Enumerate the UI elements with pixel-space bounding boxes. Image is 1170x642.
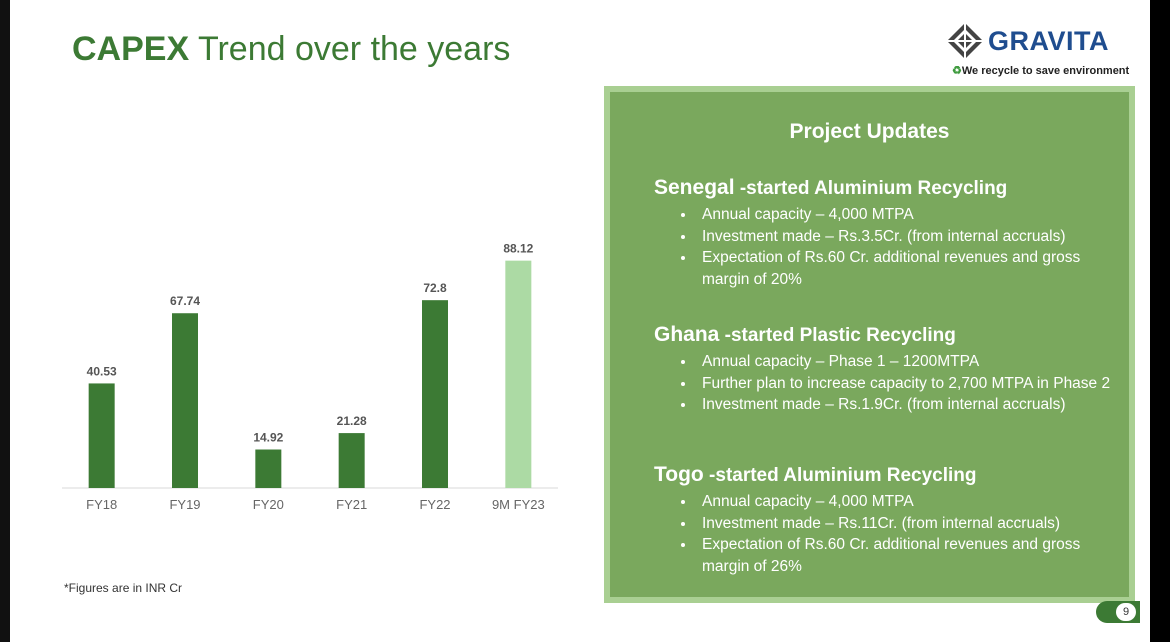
panel-title: Project Updates [789, 120, 950, 143]
logo-name: GRAVITA [988, 26, 1109, 56]
bar [255, 449, 282, 488]
diamond-logo-icon [947, 23, 983, 59]
x-tick-label: FY21 [336, 497, 367, 512]
page-number: 9 [1116, 603, 1136, 621]
bar [422, 300, 448, 488]
capex-bar-chart: 40.53 FY18 67.74 FY19 14.92 FY20 21.28 FY21 72.8… [62, 242, 558, 512]
bullet-item: Investment made – Rs.11Cr. (from interna… [696, 513, 1129, 535]
bullet-item: Investment made – Rs.1.9Cr. (from intern… [696, 394, 1110, 416]
title-rest: Trend over the years [189, 30, 511, 68]
x-tick-label: FY18 [86, 497, 117, 512]
data-label: 88.12 [503, 242, 533, 256]
right-edge [1150, 0, 1170, 642]
bar [505, 260, 532, 488]
bullet-item: Expectation of Rs.60 Cr. additional reve… [696, 247, 1129, 290]
data-label: 40.53 [87, 364, 117, 378]
x-tick-label: FY20 [253, 497, 284, 512]
bar [172, 313, 198, 488]
bar [338, 433, 365, 488]
left-edge [0, 0, 10, 642]
project-updates-panel: Project Updates Senegal -started Alumini… [604, 86, 1135, 603]
section-suffix: -started Aluminium Recycling [734, 178, 1008, 199]
data-label: 67.74 [170, 294, 200, 308]
section-country: Senegal [654, 176, 735, 199]
bullet-item: Investment made – Rs.3.5Cr. (from intern… [696, 226, 1129, 248]
footnote: *Figures are in INR Cr [64, 581, 183, 595]
bullet-list: Annual capacity – Phase 1 – 1200MTPA Fur… [654, 351, 1110, 416]
logo-tagline: We recycle to save environment [961, 65, 1130, 77]
bullet-item: Annual capacity – Phase 1 – 1200MTPA [696, 351, 1110, 373]
bullet-item: Expectation of Rs.60 Cr. additional reve… [696, 534, 1129, 577]
page-title: CAPEX Trend over the years [72, 30, 510, 69]
section-suffix: -started Aluminium Recycling [703, 465, 977, 486]
section-country: Togo [654, 463, 704, 486]
data-label: 21.28 [337, 414, 367, 428]
bullet-list: Annual capacity – 4,000 MTPA Investment … [654, 204, 1129, 290]
x-tick-label: FY19 [169, 497, 200, 512]
section-togo: Togo -started Aluminium Recycling Annual… [654, 463, 1129, 577]
gravita-logo: GRAVITA ♻We recycle to save environment [944, 22, 1134, 82]
section-country: Ghana [654, 323, 720, 346]
bullet-item: Annual capacity – 4,000 MTPA [696, 491, 1129, 513]
data-label: 72.8 [423, 281, 447, 295]
recycle-icon: ♻ [952, 65, 962, 77]
bar [88, 383, 115, 488]
section-heading: Togo -started Aluminium Recycling [654, 463, 1129, 487]
section-senegal: Senegal -started Aluminium Recycling Ann… [654, 176, 1129, 290]
section-suffix: -started Plastic Recycling [719, 325, 956, 346]
bullet-item: Annual capacity – 4,000 MTPA [696, 204, 1129, 226]
section-heading: Senegal -started Aluminium Recycling [654, 176, 1129, 200]
section-ghana: Ghana -started Plastic Recycling Annual … [654, 323, 1110, 416]
data-label: 14.92 [253, 431, 283, 445]
title-bold: CAPEX [72, 30, 190, 68]
bullet-list: Annual capacity – 4,000 MTPA Investment … [654, 491, 1129, 577]
x-tick-label: FY22 [419, 497, 450, 512]
x-tick-label: 9M FY23 [492, 497, 545, 512]
section-heading: Ghana -started Plastic Recycling [654, 323, 1110, 347]
logo-tagline-row: ♻We recycle to save environment [952, 64, 1129, 77]
bullet-item: Further plan to increase capacity to 2,7… [696, 373, 1110, 395]
